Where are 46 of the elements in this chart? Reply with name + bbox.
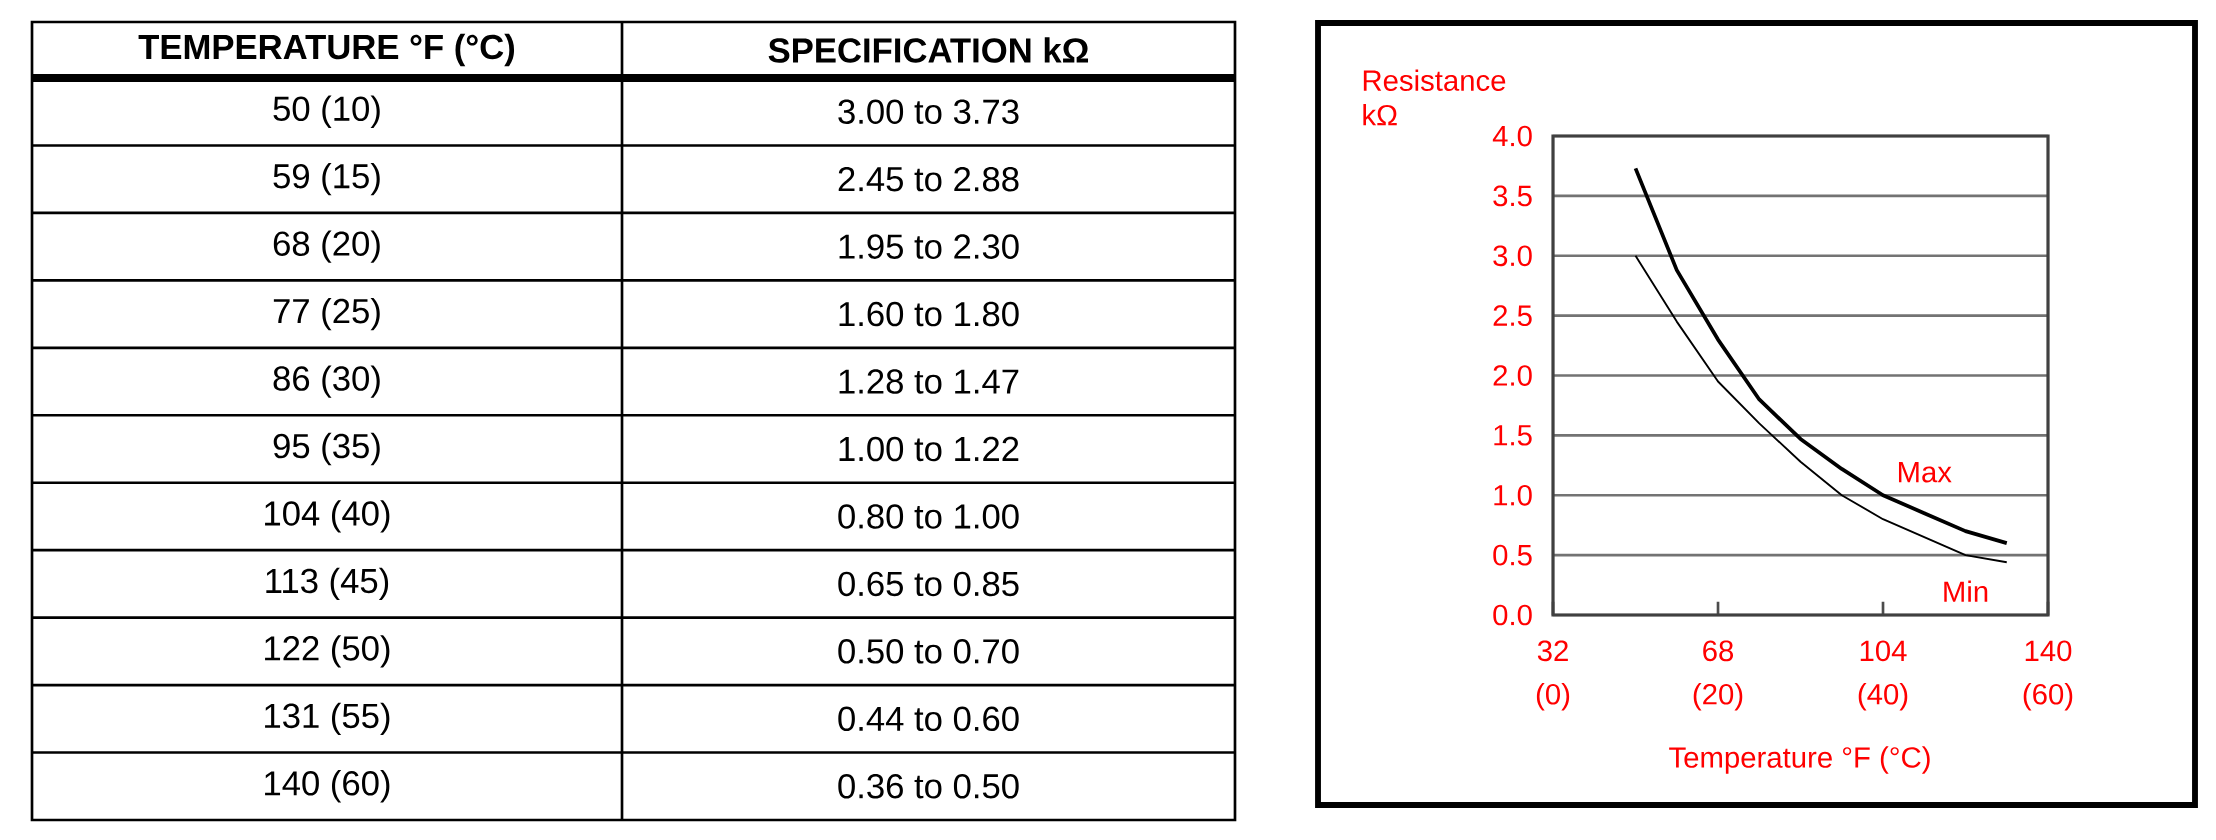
text: SPECIFICATION kΩ [768,37,1089,63]
y-axis-title: Resistance kΩ [1363,69,1506,126]
text: 1.95 to 2.30 [839,234,1019,259]
y-tick-label: 0.0 [1493,604,1532,626]
text: 0.44 to 0.60 [838,706,1019,732]
line-series [1633,166,2009,546]
x-tick-label: 32 [1537,640,1568,662]
text: 50 (10) [273,95,380,128]
text: 140 (60) [265,770,390,803]
y-tick-label: 1.5 [1494,425,1532,446]
series-label: Min [1944,580,1988,602]
y-tick-label: 0.5 [1493,544,1532,566]
text: 1.00 to 1.22 [839,436,1019,462]
text: 0.36 to 0.50 [838,773,1019,799]
text: 2.45 to 2.88 [838,166,1019,192]
x-tick-label: 140 [2025,640,2072,662]
text: 1.60 to 1.80 [839,301,1019,327]
y-tick-label: 4.0 [1492,125,1532,147]
x2-tick-label: (0) [1536,683,1570,711]
y-tick-label: 3.5 [1493,185,1532,207]
x2-tick-label: (20) [1693,683,1743,711]
y-tick-label: 1.0 [1494,484,1532,506]
text: 68 (20) [273,230,380,263]
text: 59 (15) [273,163,380,196]
text: TEMPERATURE °F (°C) [138,33,515,67]
text: 122 (50) [265,635,390,668]
x-tick-label: 104 [1860,640,1907,662]
text: 0.80 to 1.00 [838,504,1019,529]
text: 77 (25) [273,297,380,331]
text: 3.00 to 3.73 [838,99,1019,124]
text: 86 (30) [273,365,380,398]
text: 0.65 to 0.85 [838,571,1019,597]
text: 104 (40) [265,500,390,533]
x-tick-label: 68 [1703,640,1734,662]
y-tick-label: 3.0 [1493,245,1532,267]
x-axis-title: Temperature °F (°C) [1669,746,1930,774]
text: 113 (45) [266,567,389,601]
x2-tick-label: (40) [1858,683,1908,711]
text: 131 (55) [265,702,390,735]
x2-tick-label: (60) [2023,683,2073,711]
text: 0.50 to 0.70 [838,639,1019,664]
y-tick-label: 2.0 [1493,365,1532,386]
series-label: Max [1898,462,1952,483]
text: 95 (35) [273,432,380,466]
y-tick-label: 2.5 [1493,305,1532,327]
text: 1.28 to 1.47 [839,369,1019,394]
